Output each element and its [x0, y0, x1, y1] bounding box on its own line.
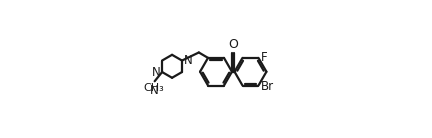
Text: Br: Br	[261, 80, 274, 93]
Text: N: N	[152, 66, 160, 79]
Text: CH₃: CH₃	[144, 83, 165, 93]
Text: N: N	[150, 84, 159, 97]
Text: N: N	[184, 54, 193, 67]
Text: F: F	[261, 51, 267, 64]
Text: O: O	[228, 38, 238, 51]
